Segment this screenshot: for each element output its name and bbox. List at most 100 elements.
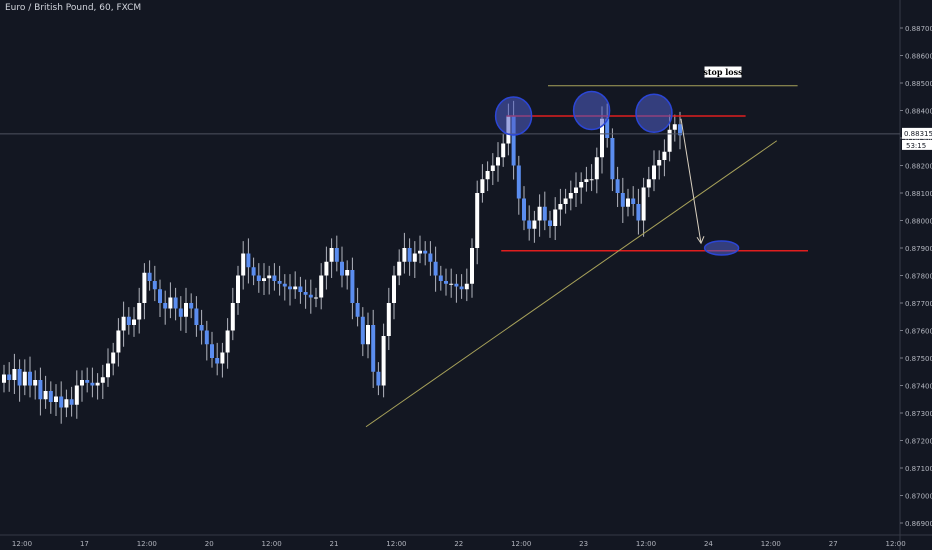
y-tick-label: 0.87700 <box>905 300 932 308</box>
stop-loss-label-box <box>703 65 743 79</box>
stop-loss-label: stop loss <box>703 67 743 77</box>
candle-body <box>600 118 604 158</box>
candle-body <box>38 380 43 400</box>
candle-body <box>657 160 662 166</box>
candle-body <box>360 316 365 345</box>
candle-body <box>293 286 298 290</box>
x-tick-label: 12:00 <box>12 540 32 548</box>
candle-body <box>636 204 641 221</box>
candle-body <box>329 248 334 262</box>
candle-body <box>184 303 188 317</box>
candle-body <box>163 303 168 309</box>
candle-body <box>80 380 84 386</box>
candle-body <box>418 250 422 254</box>
candle-body <box>230 303 235 331</box>
candle-body <box>111 352 116 364</box>
candle-body <box>386 303 391 336</box>
candle-body <box>454 283 459 287</box>
candle-body <box>397 261 402 276</box>
y-tick-label: 0.88600 <box>905 53 932 61</box>
y-tick-label: 0.88400 <box>905 108 932 116</box>
candle-body <box>319 275 324 298</box>
candle-body <box>594 157 599 180</box>
candle-body <box>516 165 521 199</box>
x-tick-label: 24 <box>704 540 713 548</box>
candle-body <box>194 308 199 325</box>
last-price-value: 0.88315 <box>904 130 932 138</box>
candle-body <box>43 391 48 400</box>
candle-body <box>553 209 558 226</box>
candle-body <box>376 371 381 386</box>
x-tick-label: 17 <box>80 540 89 548</box>
candle-body <box>64 399 69 408</box>
candle-body <box>563 198 568 204</box>
candle-body <box>48 391 53 402</box>
highlight-circle <box>572 90 611 131</box>
candle-body <box>392 275 396 303</box>
candle-body <box>641 187 646 221</box>
candle-body <box>527 220 532 229</box>
x-tick-label: 12:00 <box>511 540 531 548</box>
candle-body <box>678 124 682 136</box>
highlight-circle <box>494 96 533 136</box>
countdown-tag <box>902 139 932 150</box>
candle-body <box>256 275 261 281</box>
candle-body <box>511 116 516 166</box>
y-tick-label: 0.86900 <box>905 520 932 528</box>
candle-body <box>142 272 147 303</box>
candle-body <box>189 303 194 309</box>
candle-body <box>215 358 220 364</box>
candle-body <box>324 261 329 276</box>
candle-body <box>464 283 469 290</box>
candle-body <box>584 179 589 182</box>
y-tick-label: 0.88700 <box>905 25 932 33</box>
candle-body <box>116 330 121 353</box>
y-tick-label: 0.88100 <box>905 190 932 198</box>
candle-body <box>438 275 443 281</box>
y-tick-label: 0.87800 <box>905 273 932 281</box>
candle-body <box>137 303 142 320</box>
x-tick-label: 22 <box>454 540 463 548</box>
candle-body <box>126 316 131 325</box>
candle-body <box>345 270 350 276</box>
candle-body <box>537 206 542 221</box>
candle-body <box>444 281 448 284</box>
candle-body <box>522 198 526 221</box>
candle-body <box>17 369 22 386</box>
candle-body <box>54 396 58 402</box>
y-tick-label: 0.88200 <box>905 163 932 171</box>
candle-body <box>568 193 573 199</box>
candle-body <box>204 330 209 345</box>
candle-body <box>402 248 407 262</box>
candle-body <box>475 193 480 248</box>
highlight-circle <box>703 240 740 256</box>
candle-body <box>542 206 547 221</box>
candle-body <box>241 253 246 276</box>
x-tick-label: 12:00 <box>386 540 406 548</box>
candle-body <box>314 297 318 299</box>
candle-body <box>22 371 27 386</box>
candle-body <box>480 179 485 193</box>
candle-body <box>236 275 240 303</box>
candle-body <box>90 382 95 386</box>
y-tick-label: 0.87900 <box>905 245 932 253</box>
candle-body <box>28 371 32 386</box>
candle-body <box>605 118 610 138</box>
candle-body <box>433 261 438 276</box>
candle-body <box>262 278 266 281</box>
x-tick-label: 12:00 <box>761 540 781 548</box>
candle-body <box>381 336 386 386</box>
candle-body <box>288 286 292 290</box>
candle-body <box>412 253 417 262</box>
candle-body <box>532 220 537 229</box>
y-tick-label: 0.87600 <box>905 328 932 336</box>
candle-body <box>173 297 178 309</box>
candle-body <box>667 129 672 152</box>
x-tick-label: 27 <box>829 540 838 548</box>
candle-body <box>303 292 308 295</box>
candle-body <box>340 261 344 276</box>
y-tick-label: 0.88500 <box>905 80 932 88</box>
last-price-tag <box>902 127 932 139</box>
candle-body <box>220 352 225 364</box>
